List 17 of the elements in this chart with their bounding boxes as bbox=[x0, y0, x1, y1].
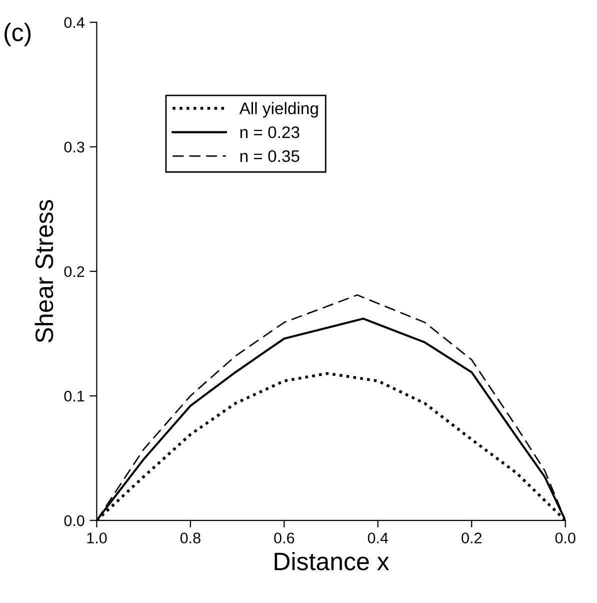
y-tick-label: 0.0 bbox=[64, 515, 84, 526]
legend-label: All yielding bbox=[239, 102, 318, 118]
y-axis-title: Shear Stress bbox=[34, 200, 54, 342]
y-tick-label: 0.4 bbox=[64, 17, 84, 28]
y-tick-label: 0.2 bbox=[64, 266, 84, 278]
y-tick-label: 0.1 bbox=[64, 390, 84, 402]
legend-label: n = 0.23 bbox=[240, 126, 300, 138]
x-tick-label: 0.4 bbox=[368, 532, 388, 544]
y-tick-label: 0.3 bbox=[64, 142, 84, 153]
text: (c) bbox=[4, 22, 31, 46]
x-tick-label: 0.0 bbox=[555, 532, 576, 544]
x-tick-label: 1.0 bbox=[87, 532, 107, 544]
legend-label: n = 0.35 bbox=[240, 150, 300, 162]
x-axis-title: Distance x bbox=[274, 552, 390, 570]
x-tick-label: 0.6 bbox=[274, 532, 294, 544]
x-tick-label: 0.2 bbox=[462, 532, 482, 544]
x-tick-label: 0.8 bbox=[180, 532, 200, 544]
